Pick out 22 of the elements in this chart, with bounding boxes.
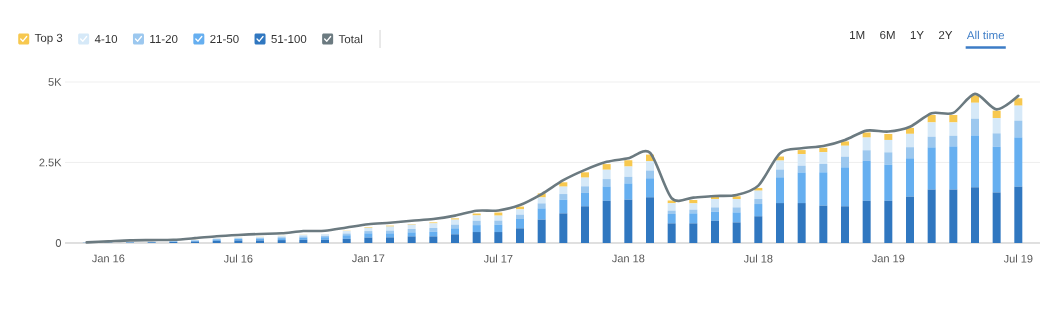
x-tick-label: Jul 18 bbox=[743, 254, 773, 263]
x-tick-label: Jul 17 bbox=[483, 254, 513, 263]
text: 1Y bbox=[910, 31, 924, 39]
x-tick-label: Jul 16 bbox=[223, 254, 253, 263]
legend-label: 11-20 bbox=[150, 34, 178, 44]
legend-label: 21-50 bbox=[210, 34, 239, 44]
y-tick-label: 2.5K bbox=[39, 158, 62, 167]
legend-label: 51-100 bbox=[271, 34, 307, 44]
text: 6M bbox=[880, 30, 895, 40]
x-tick-label: Jan 18 bbox=[611, 254, 645, 263]
legend-label: Top 3 bbox=[34, 33, 63, 45]
legend-label: 4-10 bbox=[94, 34, 118, 44]
text: 1M bbox=[850, 31, 865, 39]
text: All time bbox=[966, 30, 1005, 40]
y-tick-label: 5K bbox=[48, 78, 62, 86]
y-tick-label: 0 bbox=[55, 239, 62, 247]
x-tick-label: Jan 19 bbox=[871, 254, 905, 263]
legend-label: Total bbox=[338, 34, 363, 44]
x-tick-label: Jan 16 bbox=[92, 254, 125, 263]
text: 2Y bbox=[938, 30, 953, 40]
x-tick-label: Jul 19 bbox=[1003, 254, 1033, 263]
x-tick-label: Jan 17 bbox=[352, 254, 385, 263]
